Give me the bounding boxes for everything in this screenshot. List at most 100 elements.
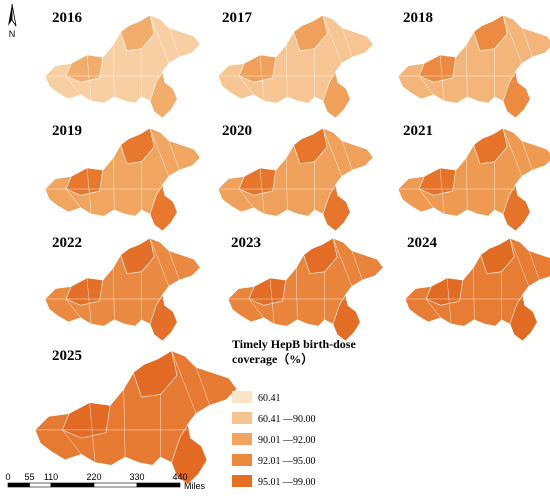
district-border xyxy=(238,188,254,209)
scale-segment xyxy=(93,482,138,488)
district-border xyxy=(473,267,475,321)
district-border xyxy=(322,15,343,64)
district-area xyxy=(293,14,328,52)
district-border xyxy=(296,267,298,321)
district-border xyxy=(521,140,533,171)
north-label: N xyxy=(9,29,16,39)
district-border xyxy=(149,15,170,64)
district-border xyxy=(259,167,265,215)
district-border xyxy=(439,167,445,215)
district-area xyxy=(149,183,178,232)
district-area xyxy=(322,70,351,119)
district-border xyxy=(509,238,530,287)
district-border xyxy=(86,277,92,325)
district-border xyxy=(62,429,82,455)
legend-label: 92.01 —95.00 xyxy=(258,456,316,467)
district-map xyxy=(34,350,238,486)
district-map xyxy=(44,237,201,342)
district-area xyxy=(132,350,178,398)
scale-label: 110 xyxy=(44,472,58,482)
district-area xyxy=(120,237,155,275)
district-map xyxy=(227,237,384,342)
district-border xyxy=(171,350,197,414)
district-area xyxy=(303,237,338,275)
district-map xyxy=(397,14,550,119)
district-map xyxy=(217,14,374,119)
district-map xyxy=(397,127,550,232)
year-label: 2016 xyxy=(52,10,83,26)
district-border xyxy=(341,27,353,58)
district-border xyxy=(238,75,254,96)
scale-label: 55 xyxy=(24,472,34,482)
district-area xyxy=(502,183,531,232)
district-area xyxy=(322,183,351,232)
district-border xyxy=(89,402,96,463)
district-border xyxy=(168,140,180,171)
legend-swatch xyxy=(232,391,252,403)
district-border xyxy=(269,277,275,325)
district-map xyxy=(44,14,201,119)
scale-label: 0 xyxy=(5,472,10,482)
district-border xyxy=(322,128,343,177)
district-border xyxy=(168,27,180,58)
year-label: 2025 xyxy=(52,348,82,364)
district-border xyxy=(341,140,353,171)
district-border xyxy=(65,188,81,209)
legend-label: 60.41 —90.00 xyxy=(258,414,316,425)
district-area xyxy=(502,70,531,119)
district-border xyxy=(502,128,523,177)
district-area xyxy=(65,277,104,306)
district-area xyxy=(238,167,277,196)
district-area xyxy=(149,293,178,342)
scale-unit: Miles xyxy=(184,481,206,491)
year-label: 2020 xyxy=(222,123,252,139)
district-border xyxy=(286,157,288,211)
district-area xyxy=(473,127,508,165)
district-border xyxy=(195,367,210,406)
legend-title: coverage（%） xyxy=(232,351,313,366)
legend-label: 90.01 —92.00 xyxy=(258,435,316,446)
district-border xyxy=(351,250,363,281)
district-area xyxy=(473,14,508,52)
legend-swatch xyxy=(232,454,252,466)
district-border xyxy=(86,167,92,215)
district-area xyxy=(418,54,457,83)
year-label: 2017 xyxy=(222,10,253,26)
district-border xyxy=(439,54,445,102)
scale-segment xyxy=(136,482,181,488)
district-border xyxy=(149,128,170,177)
scale-segment xyxy=(29,482,52,488)
district-area xyxy=(248,277,287,306)
district-border xyxy=(123,388,126,458)
district-border xyxy=(466,44,468,98)
district-area xyxy=(61,402,111,439)
district-area xyxy=(171,423,208,485)
legend-label: 95.01 —99.00 xyxy=(258,477,316,488)
district-area xyxy=(418,167,457,196)
district-map xyxy=(217,127,374,232)
district-area xyxy=(509,293,538,342)
district-area xyxy=(65,167,104,196)
district-border xyxy=(248,298,264,319)
district-map xyxy=(44,127,201,232)
scale-segment xyxy=(50,482,95,488)
scale-label: 330 xyxy=(129,472,144,482)
district-border xyxy=(259,54,265,102)
district-border xyxy=(286,44,288,98)
year-label: 2022 xyxy=(52,235,82,251)
district-area xyxy=(65,54,104,83)
district-area xyxy=(149,70,178,119)
district-area xyxy=(480,237,515,275)
district-border xyxy=(332,238,353,287)
legend-label: 60.41 xyxy=(258,393,281,404)
district-border xyxy=(521,27,533,58)
district-area xyxy=(120,14,155,52)
district-border xyxy=(528,250,540,281)
district-area xyxy=(332,293,361,342)
district-map xyxy=(404,237,550,342)
district-border xyxy=(86,54,92,102)
north-arrow-head xyxy=(8,4,12,26)
district-border xyxy=(65,298,81,319)
district-area xyxy=(293,127,328,165)
